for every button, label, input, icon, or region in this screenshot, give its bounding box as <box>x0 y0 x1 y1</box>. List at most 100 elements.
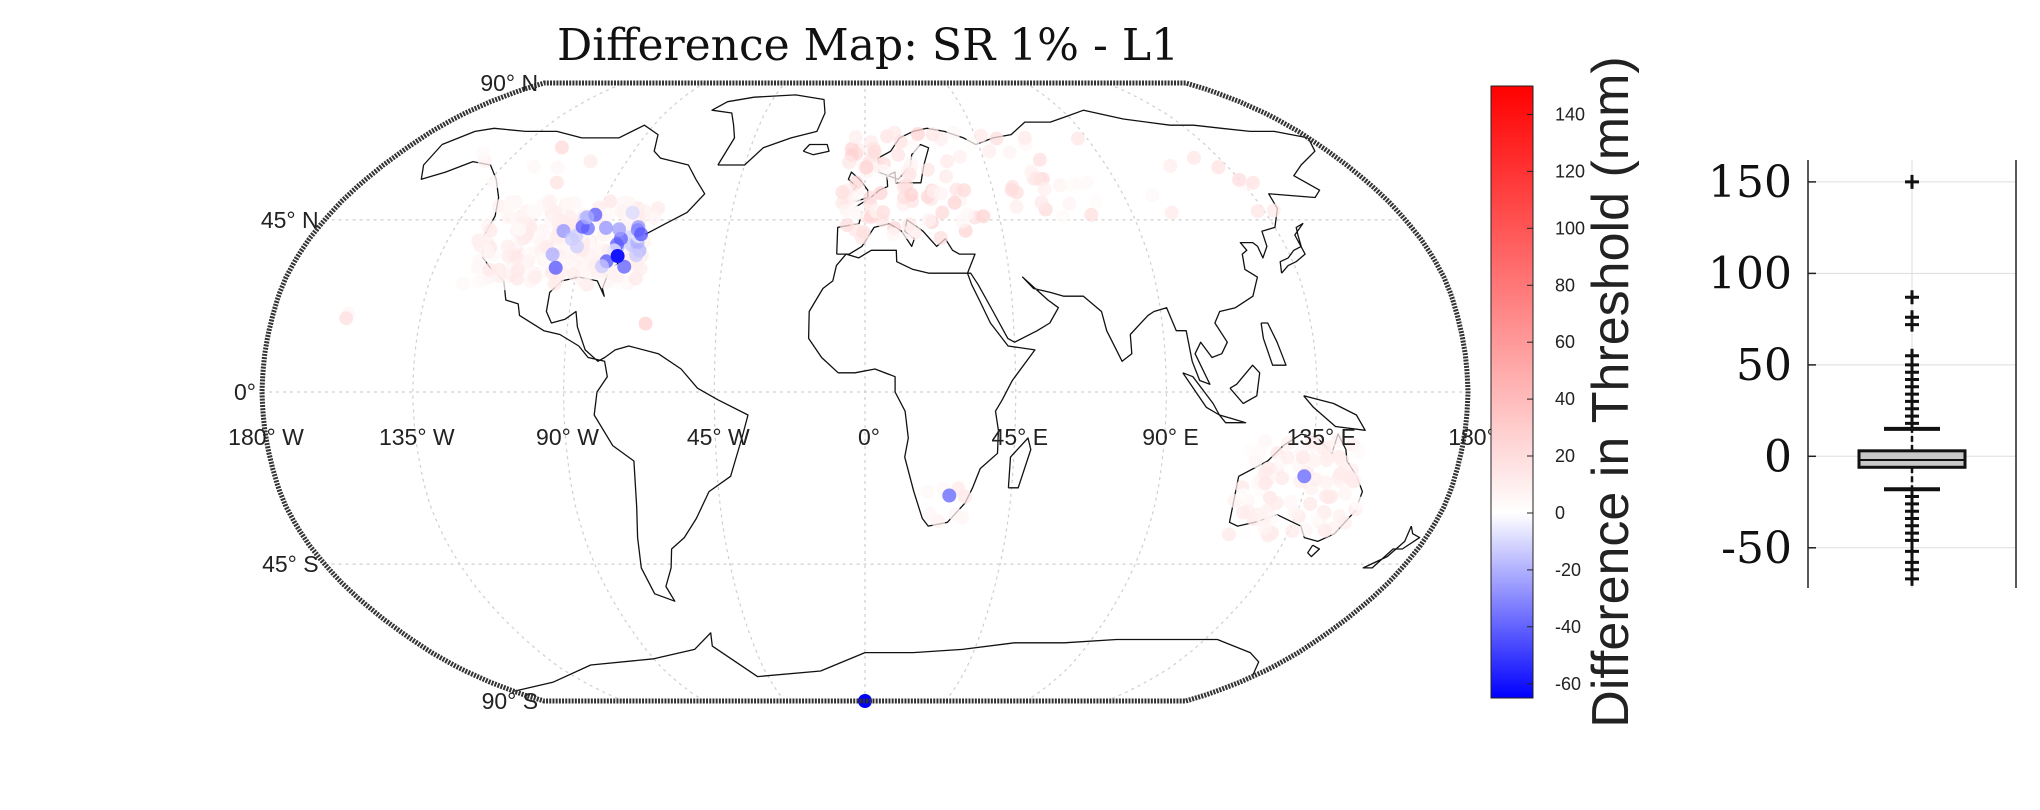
station-marker <box>902 167 917 182</box>
station-marker <box>835 185 850 200</box>
station-marker <box>603 194 618 209</box>
station-marker <box>563 210 578 225</box>
station-marker <box>1211 160 1226 175</box>
station-marker <box>935 205 950 220</box>
map-labels: 180° W 135° W 90° W 45° W 0° 45° E 90° E 135° E… <box>228 70 1496 714</box>
station-marker <box>476 146 491 161</box>
station-marker <box>1266 203 1281 218</box>
station-marker <box>840 218 854 233</box>
colorbar-tick-label: 120 <box>1555 161 1585 181</box>
coastline <box>1218 414 1247 424</box>
station-marker <box>920 484 935 499</box>
latitude-label: 45° S <box>262 551 319 577</box>
station-marker <box>989 131 1004 146</box>
station-marker <box>1164 205 1179 220</box>
station-marker <box>486 175 501 190</box>
station-marker <box>1285 524 1300 538</box>
boxplot-outlier <box>1905 416 1919 431</box>
station-marker <box>1318 505 1332 520</box>
coastline <box>802 143 830 156</box>
station-marker <box>565 253 580 268</box>
station-marker <box>1331 433 1346 448</box>
coastline <box>1279 222 1306 274</box>
station-marker <box>1283 494 1298 509</box>
station-marker <box>527 159 541 174</box>
station-marker <box>933 231 948 245</box>
station-marker <box>867 144 882 159</box>
station-marker <box>948 507 963 522</box>
station-marker <box>1009 199 1024 214</box>
station-marker <box>1319 489 1334 504</box>
station-marker <box>634 227 649 242</box>
station-marker <box>863 190 878 205</box>
colorbar-ticks: -60 -40 -20 0 20 40 60 80 100 120 140 <box>1527 105 1585 694</box>
coastline <box>1182 372 1221 416</box>
station-marker <box>1298 522 1313 537</box>
coastline <box>1307 544 1321 558</box>
station-marker <box>946 125 961 140</box>
boxplot-tick-label: 0 <box>1764 431 1792 482</box>
coastline <box>420 124 749 602</box>
station-marker <box>610 269 625 284</box>
station-marker <box>1053 178 1067 193</box>
station-marker <box>1232 172 1247 187</box>
station-marker <box>1303 496 1318 511</box>
station-marker <box>629 248 644 263</box>
station-marker <box>569 239 584 254</box>
station-marker <box>920 162 935 177</box>
colorbar-tick-label: 0 <box>1555 503 1565 523</box>
station-marker <box>957 489 972 504</box>
station-marker <box>542 194 557 209</box>
station-marker <box>512 222 527 237</box>
station-marker <box>942 488 957 503</box>
station-marker <box>886 169 901 184</box>
station-marker <box>339 311 354 326</box>
station-marker <box>1236 505 1250 520</box>
boxplot: -50 0 50 100 150 <box>1708 157 2017 588</box>
station-marker <box>886 227 901 242</box>
station-marker <box>1258 476 1273 491</box>
station-marker <box>1352 444 1367 459</box>
station-marker <box>610 249 625 263</box>
colorbar-tick-label: 100 <box>1555 218 1585 238</box>
coastline <box>711 94 826 166</box>
station-marker <box>957 183 972 198</box>
chart-title: Difference Map: SR 1% - L1 <box>557 20 1179 71</box>
station-marker <box>1002 145 1017 160</box>
station-marker <box>580 210 595 225</box>
station-marker <box>1297 469 1312 484</box>
station-marker <box>521 254 536 269</box>
station-marker <box>1280 450 1295 465</box>
station-marker <box>1029 171 1044 186</box>
station-marker <box>960 207 975 222</box>
colorbar-gradient <box>1490 85 1534 699</box>
station-marker <box>576 274 591 289</box>
station-marker <box>1343 470 1358 485</box>
meridian-line <box>944 82 1017 702</box>
station-marker <box>625 205 640 220</box>
station-marker <box>595 259 609 274</box>
station-marker <box>904 156 919 171</box>
station-marker <box>1263 490 1277 505</box>
colorbar-tick-label: 140 <box>1555 105 1585 125</box>
longitude-label: 0° <box>858 424 880 450</box>
station-marker <box>548 260 563 275</box>
station-marker <box>1246 175 1260 190</box>
station-marker <box>1084 207 1099 222</box>
station-marker <box>1261 461 1276 476</box>
station-marker <box>904 187 919 202</box>
coastline <box>1007 437 1032 489</box>
station-marker <box>1316 441 1331 456</box>
station-marker <box>628 271 643 286</box>
world-map: 180° W 135° W 90° W 45° W 0° 45° E 90° E 135° E… <box>228 70 1496 714</box>
longitude-label: 90° W <box>536 424 599 450</box>
coastlines <box>420 94 1421 692</box>
station-marker <box>1281 436 1296 450</box>
station-marker <box>947 195 962 210</box>
colorbar-tick-label: -60 <box>1555 674 1581 694</box>
station-marker <box>953 149 967 164</box>
station-marker <box>550 160 565 175</box>
longitude-label: 45° E <box>992 424 1049 450</box>
station-marker <box>905 139 920 154</box>
